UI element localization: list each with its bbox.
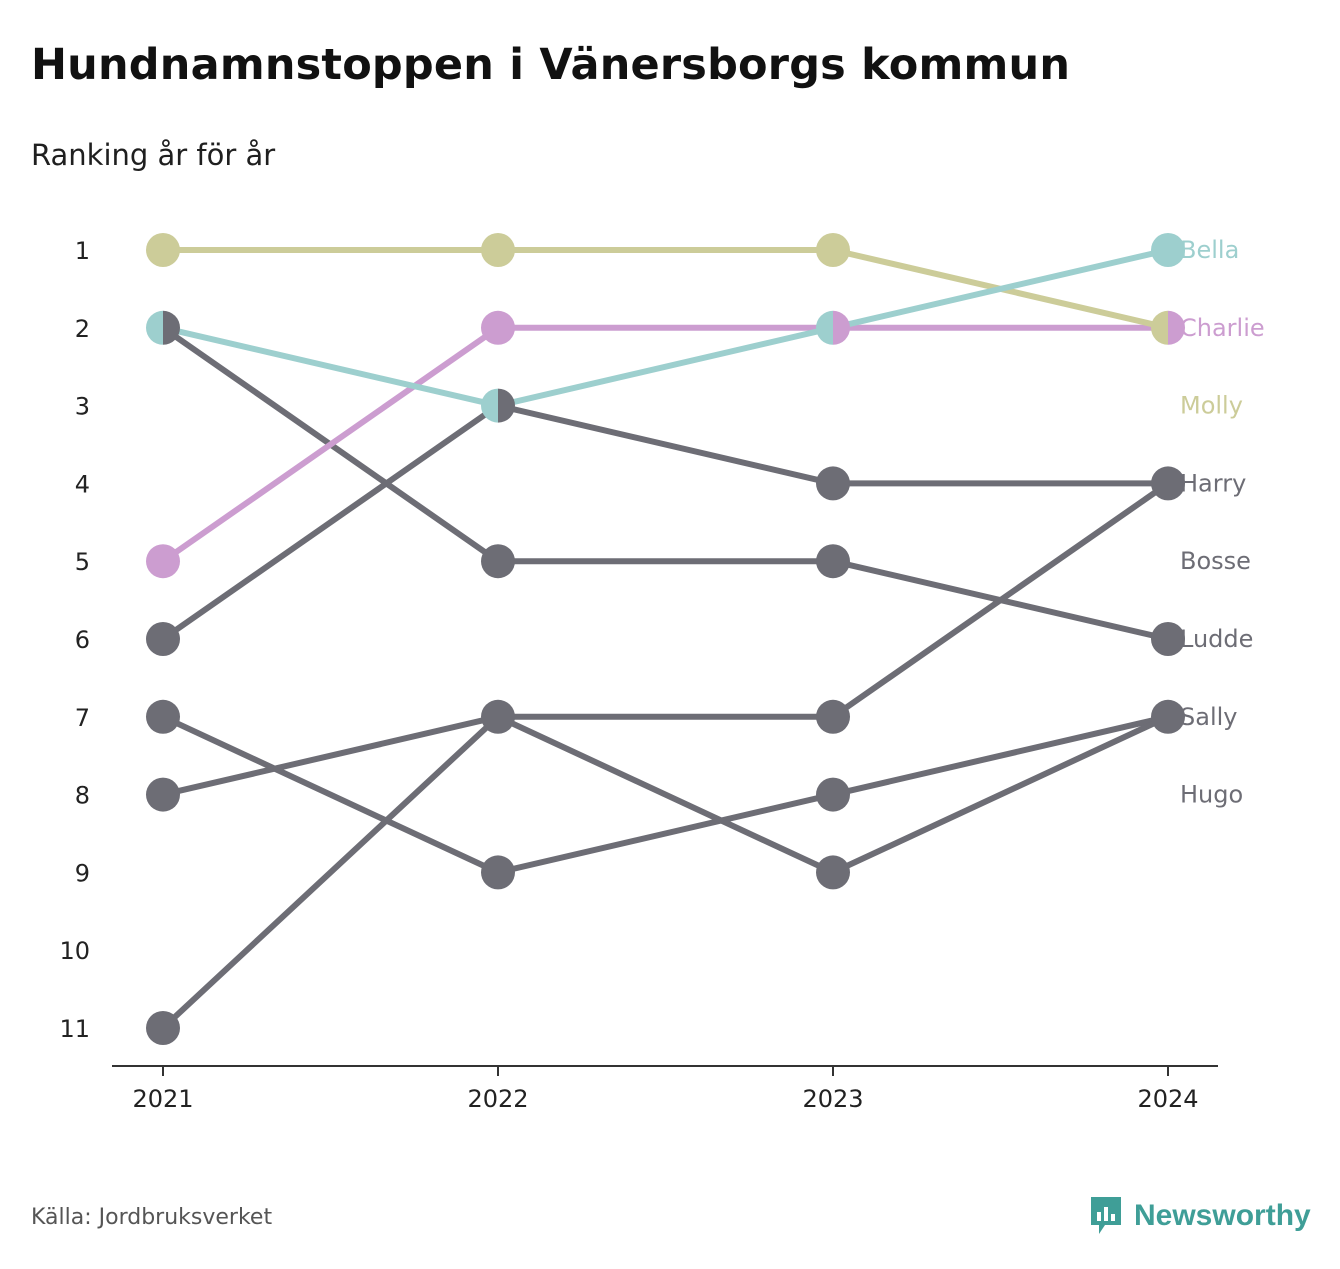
y-tick-label-5: 5 [75, 548, 90, 576]
series-line-charlie [160, 324, 1171, 565]
point-molly-2024 [1151, 310, 1168, 345]
point-harry-2024 [1151, 466, 1168, 501]
series-lines [160, 247, 1171, 1031]
y-tick-label-7: 7 [75, 704, 90, 732]
end-label-molly: Molly [1180, 392, 1243, 420]
point-sally-2023 [816, 855, 850, 890]
y-tick-label-8: 8 [75, 782, 90, 810]
end-label-bella: Bella [1180, 236, 1239, 264]
series-line-bella [160, 247, 1171, 409]
chart-subtitle: Ranking år för år [31, 138, 276, 172]
end-label-ludde: Ludde [1180, 625, 1253, 653]
point-molly-2022 [481, 233, 515, 267]
series-line-sally [160, 713, 1171, 1031]
point-harry-2023 [816, 466, 850, 501]
point-sally-2021 [146, 1011, 180, 1045]
source-note: Källa: Jordbruksverket [31, 1205, 273, 1230]
point-hugo-2024 [1168, 699, 1185, 734]
point-harry-2021 [146, 622, 180, 656]
end-label-harry: Harry [1180, 469, 1246, 497]
point-molly-2023 [816, 233, 850, 267]
point-ludde-2023 [816, 544, 850, 579]
point-bella-2022 [481, 388, 498, 423]
end-labels: Bella Charlie Molly Harry Bosse Ludde Sally Hug… [1180, 236, 1265, 809]
series-line-harry [160, 402, 1171, 642]
x-tick-label-2023: 2023 [802, 1085, 863, 1113]
brand-name: Newsworthy [1134, 1199, 1311, 1232]
series-line-hugo [160, 713, 1171, 876]
y-tick-label-10: 10 [59, 937, 90, 965]
point-charlie-2024 [1168, 310, 1185, 345]
y-tick-label-4: 4 [75, 470, 90, 498]
point-bella-2024 [1151, 233, 1185, 267]
point-bosse-2021 [146, 777, 180, 812]
x-axis: 2021 2022 2023 2024 [112, 1065, 1218, 1113]
point-sally-2022 [498, 699, 515, 734]
series-points [146, 233, 1185, 1045]
point-sally-2024 [1151, 699, 1168, 734]
y-tick-label-9: 9 [75, 859, 90, 887]
end-label-bosse: Bosse [1180, 547, 1251, 575]
y-axis: 1 2 3 4 5 6 7 8 9 10 11 [59, 237, 90, 1043]
point-charlie-2021 [146, 544, 180, 579]
end-label-hugo: Hugo [1180, 781, 1243, 809]
chart-title: Hundnamnstoppen i Vänersborgs kommun [31, 40, 1071, 90]
point-hugo-2021 [146, 699, 180, 734]
point-bosse-2024 [1168, 466, 1185, 501]
y-tick-label-3: 3 [75, 393, 90, 421]
point-hugo-2023 [816, 777, 850, 812]
point-hugo-2022 [481, 855, 515, 890]
bump-chart: Bella Charlie Molly Harry Bosse Ludde Sally Hug… [59, 233, 1265, 1113]
point-bella-2021 [146, 310, 163, 345]
point-molly-2021 [146, 233, 180, 267]
series-line-molly [160, 247, 1171, 331]
point-harry-2022 [498, 388, 515, 423]
brand-logo[interactable]: Newsworthy [1088, 1194, 1311, 1238]
point-bosse-2022 [481, 699, 498, 734]
y-tick-label-6: 6 [75, 626, 90, 654]
point-ludde-2024 [1151, 622, 1185, 656]
point-charlie-2022 [481, 310, 515, 345]
point-ludde-2022 [481, 544, 515, 579]
y-tick-label-2: 2 [75, 315, 90, 343]
x-tick-label-2024: 2024 [1137, 1085, 1198, 1113]
y-tick-label-1: 1 [75, 237, 90, 265]
point-charlie-2023 [833, 310, 850, 345]
point-bella-2023 [816, 310, 833, 345]
end-label-charlie: Charlie [1180, 314, 1265, 342]
series-line-bosse [160, 480, 1171, 798]
end-label-sally: Sally [1180, 703, 1237, 731]
x-tick-label-2021: 2021 [132, 1085, 193, 1113]
newsworthy-logo-icon [1091, 1197, 1121, 1234]
point-bosse-2023 [816, 699, 850, 734]
x-tick-label-2022: 2022 [467, 1085, 528, 1113]
y-tick-label-11: 11 [59, 1015, 90, 1043]
point-ludde-2021 [163, 310, 180, 345]
